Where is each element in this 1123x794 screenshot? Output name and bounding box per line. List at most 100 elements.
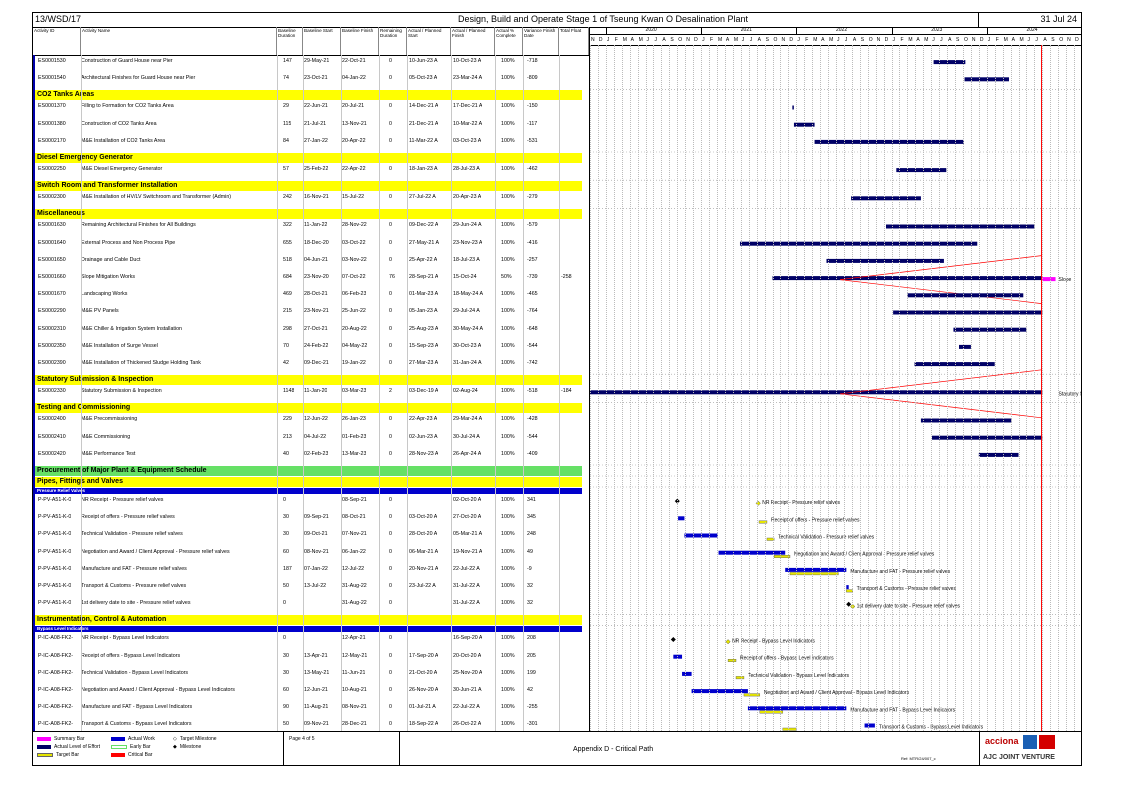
month-label: A	[630, 37, 635, 43]
chec-logo	[1023, 735, 1037, 749]
acciona-logo: acciona	[985, 736, 1019, 746]
table-row[interactable]: P-IC-A08-FK2- Manufacture and FAT - Bypas…	[33, 701, 589, 718]
col-baseline-finish[interactable]: Baseline Finish	[341, 27, 379, 55]
cell-afinish: 27-Oct-20 A	[453, 514, 482, 521]
month-label: J	[837, 37, 840, 43]
cell-pct: 100%	[501, 652, 515, 659]
month-gridline	[1026, 45, 1028, 731]
cell-afinish: 31-Jul-22 A	[453, 600, 480, 607]
group-header[interactable]: Procurement of Major Plant & Equipment S…	[35, 466, 582, 476]
month-gridline	[1050, 45, 1052, 731]
milestone-marker	[670, 637, 676, 642]
cell-var: -279	[527, 194, 538, 201]
page-number: Page 4 of 5	[289, 736, 315, 742]
cell-astart: 06-Mar-21 A	[409, 548, 439, 555]
table-row[interactable]: ES0001530 Construction of Guard House nea…	[33, 55, 589, 72]
cell-bstart: 09-Nov-21	[304, 721, 329, 728]
table-row[interactable]: ES0002170 M&E Installation of CO2 Tanks A…	[33, 135, 589, 152]
table-row[interactable]: P-PV-A51-K-0 NR Receipt - Pressure relief…	[33, 494, 589, 511]
cell-pct: 100%	[501, 704, 515, 711]
col-variance[interactable]: Variance Finish Date	[523, 27, 559, 55]
table-row[interactable]: ES0002290 M&E PV Panels 215 23-Nov-21 25-Jun…	[33, 305, 589, 322]
cell-afinish: 23-Nov-23 A	[453, 239, 483, 246]
group-header[interactable]: Instrumentation, Control & Automation	[35, 615, 582, 626]
table-row[interactable]: P-PV-A51-K-0 Technical Validation - Press…	[33, 528, 589, 545]
group-header[interactable]: Pressure Relief Valves	[35, 488, 582, 494]
table-row[interactable]: P-IC-A08-FK2- Receipt of offers - Bypass …	[33, 650, 589, 667]
table-row[interactable]: ES0001540 Architectural Finishes for Guar…	[33, 72, 589, 89]
cell-bstart: 04-Jun-21	[304, 256, 328, 263]
table-row[interactable]: ES0002390 M&E Installation of Thickened S…	[33, 357, 589, 374]
table-row[interactable]: ES0001650 Drainage and Cable Duct 518 04-Ju…	[33, 254, 589, 271]
month-gridline	[597, 45, 599, 731]
cell-bstart: 09-Oct-21	[304, 531, 328, 538]
table-row[interactable]: ES0001380 Construction of CO2 Tanks Area 1…	[33, 118, 589, 135]
group-header[interactable]: Bypass Level Indicators	[35, 626, 582, 633]
table-row[interactable]: ES0002250 M&E Diesel Emergency Generator 5…	[33, 163, 589, 180]
group-header[interactable]: Miscellaneous	[35, 209, 582, 220]
col-baseline-start[interactable]: Baseline Start	[303, 27, 341, 55]
table-row[interactable]: P-PV-A51-K-0 Manufacture and FAT - Pressu…	[33, 563, 589, 580]
col-activity-id[interactable]: Activity ID	[33, 27, 81, 55]
col-actual-finish[interactable]: Actual / Planned Finish	[451, 27, 495, 55]
month-label: D	[979, 37, 984, 43]
month-label: A	[852, 37, 857, 43]
table-row[interactable]: P-PV-A51-K-0 1st delivery date to site - …	[33, 597, 589, 614]
month-gridline	[772, 45, 774, 731]
cell-id: ES0002170	[38, 137, 66, 144]
col-activity-name[interactable]: Activity Name	[81, 27, 277, 55]
cell-name: Manufacture and FAT - Pressure relief va…	[81, 565, 187, 572]
table-row[interactable]: P-PV-A51-K-0 Receipt of offers - Pressure…	[33, 511, 589, 528]
table-row[interactable]: ES0001370 Filling to Formation for CO2 Ta…	[33, 100, 589, 117]
table-row[interactable]: ES0001630 Remaining Architectural Finishe…	[33, 219, 589, 236]
table-row[interactable]: P-PV-A51-K-0 Transport & Customs - Pressu…	[33, 580, 589, 597]
table-row[interactable]: ES0002330 Statutory Submission & Inspecti…	[33, 385, 589, 402]
month-label: J	[844, 37, 848, 43]
table-row[interactable]: ES0001660 Slope Mitigation Works 684 23-Nov…	[33, 271, 589, 288]
table-row[interactable]: ES0002410 M&E Commissioning 213 04-Jul-22 01…	[33, 431, 589, 448]
group-header[interactable]: Switch Room and Transformer Installation	[35, 181, 582, 192]
table-row[interactable]: ES0001640 External Process and Non Proces…	[33, 237, 589, 254]
cell-bstart: 25-Feb-22	[304, 166, 329, 172]
cell-bdur: 187	[283, 565, 292, 572]
cell-bfinish: 22-Oct-21	[342, 58, 366, 64]
table-row[interactable]: P-IC-A08-FK2- NR Receipt - Bypass Level I…	[33, 632, 589, 649]
group-header[interactable]: Diesel Emergency Generator	[35, 153, 582, 163]
table-row[interactable]: P-IC-A08-FK2- Technical Validation - Bypa…	[33, 667, 589, 684]
cell-var: -718	[527, 58, 538, 64]
table-row[interactable]: ES0002310 M&E Chiller & Irrigation System…	[33, 323, 589, 340]
month-label: J	[654, 37, 657, 43]
cell-bdur: 30	[283, 652, 289, 659]
cell-name: M&E Diesel Emergency Generator	[81, 166, 163, 172]
actual-bar	[978, 452, 1019, 457]
group-header[interactable]: Pipes, Fittings and Valves	[35, 477, 582, 487]
table-row[interactable]: ES0002300 M&E Installation of HV/LV Switc…	[33, 191, 589, 208]
table-row[interactable]: ES0002400 M&E Precommissioning 229 12-Jun-2…	[33, 413, 589, 430]
cell-name: Transport & Customs - Pressure relief va…	[81, 583, 187, 589]
col-percent-complete[interactable]: Actual % Complete	[495, 27, 523, 55]
group-header[interactable]: Testing and Commissioning	[35, 403, 582, 414]
cell-bstart: 23-Nov-21	[304, 308, 329, 315]
table-row[interactable]: P-IC-A08-FK2- Transport & Customs - Bypas…	[33, 718, 589, 735]
cell-pct: 100%	[501, 416, 515, 423]
col-baseline-duration[interactable]: Baseline Duration	[277, 27, 303, 55]
table-row[interactable]: ES0002350 M&E Installation of Surge Vesse…	[33, 340, 589, 357]
col-total-float[interactable]: Total Float	[559, 27, 589, 55]
group-header[interactable]: CO2 Tanks Areas	[35, 90, 582, 101]
col-remaining-duration[interactable]: Remaining Duration	[379, 27, 407, 55]
table-row[interactable]: ES0002420 M&E Performance Test 40 02-Feb-23…	[33, 448, 589, 465]
cell-bfinish: 06-Feb-23	[342, 291, 367, 298]
group-header[interactable]: Statutory Submission & Inspection	[35, 375, 582, 386]
cell-afinish: 18-Jul-23 A	[453, 256, 480, 263]
actual-bar	[885, 224, 1035, 229]
actual-bar	[785, 567, 847, 572]
table-row[interactable]: P-PV-A51-K-0 Negotiation and Award / Clie…	[33, 546, 589, 563]
table-row[interactable]: ES0001670 Landscaping Works 469 28-Oct-21 06…	[33, 288, 589, 305]
col-actual-start[interactable]: Actual / Planned Start	[407, 27, 451, 55]
cell-afinish: 20-Oct-20 A	[453, 652, 482, 659]
table-row[interactable]: P-IC-A08-FK2- Negotiation and Award / Cli…	[33, 684, 589, 701]
cell-bstart: 28-Oct-21	[304, 291, 328, 298]
cell-var: -117	[527, 120, 538, 127]
month-label: O	[868, 37, 873, 43]
cell-bstart: 13-Apr-21	[304, 652, 328, 659]
